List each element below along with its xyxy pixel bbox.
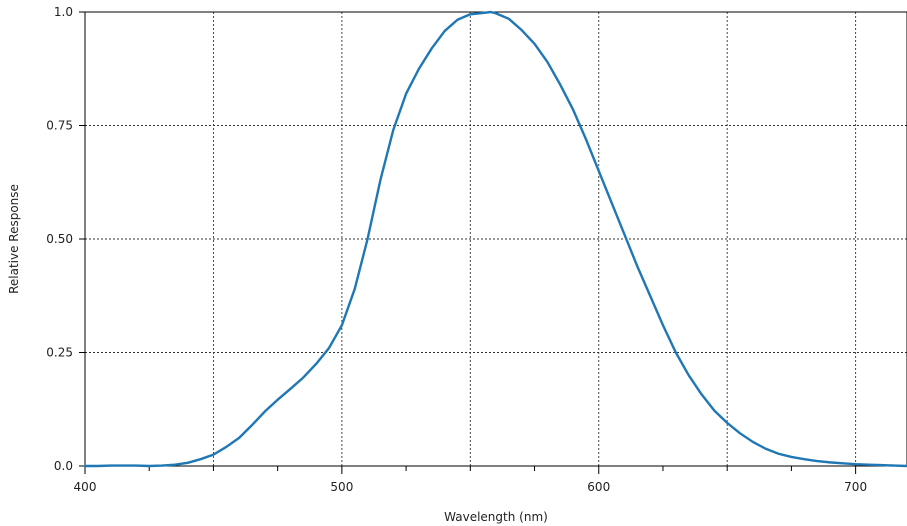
- x-tick-label: 700: [844, 480, 867, 494]
- x-tick-label: 600: [587, 480, 610, 494]
- y-tick-label: 0.0: [54, 459, 73, 473]
- tick-labels: 400 500 600 700 0.0 0.25 0.50 0.75 1.0: [46, 5, 867, 494]
- grid: [85, 11, 907, 466]
- plot-frame: [84, 11, 907, 467]
- series-line: [83, 10, 907, 468]
- y-tick-label: 0.25: [46, 346, 73, 360]
- x-tick-label: 400: [74, 480, 97, 494]
- axis-ticks: [79, 11, 857, 474]
- x-axis-label: Wavelength (nm): [444, 510, 548, 524]
- y-tick-label: 0.75: [46, 119, 73, 133]
- y-axis-label: Relative Response: [7, 184, 21, 294]
- x-tick-label: 500: [330, 480, 353, 494]
- y-tick-label: 1.0: [54, 5, 73, 19]
- y-tick-label: 0.50: [46, 232, 73, 246]
